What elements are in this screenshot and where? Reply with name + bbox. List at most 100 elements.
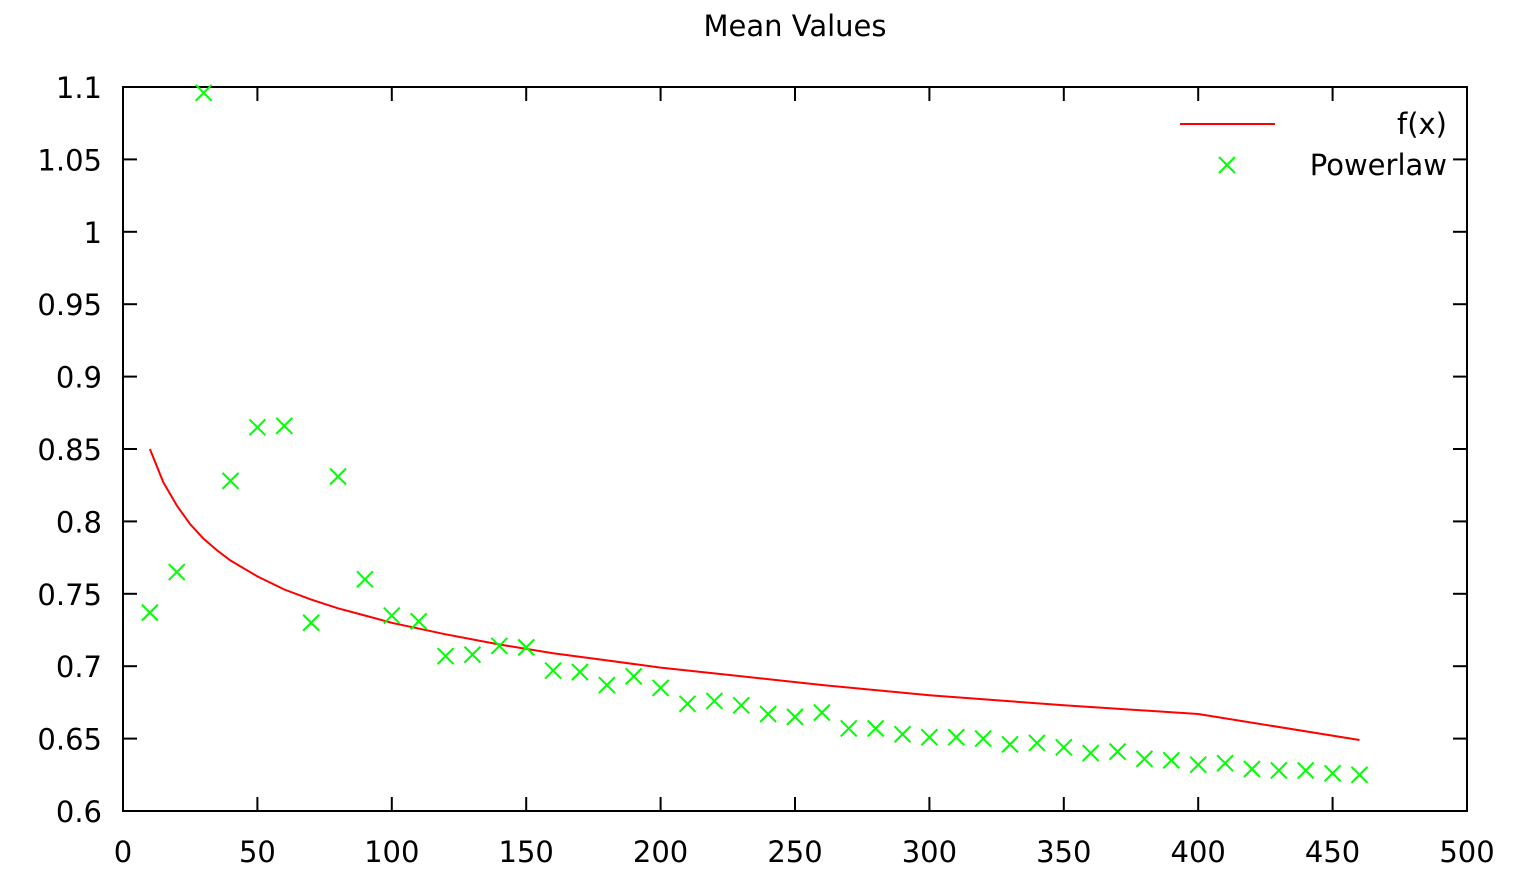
marker-stroke <box>920 728 939 746</box>
x-tick-label: 400 <box>1171 835 1226 869</box>
powerlaw-point <box>248 418 267 436</box>
y-tick-label: 0.6 <box>56 795 102 829</box>
y-tick-label: 0.8 <box>56 505 102 539</box>
marker-stroke <box>409 612 428 631</box>
powerlaw-point <box>1108 742 1127 761</box>
powerlaw-point <box>1297 761 1315 780</box>
y-tick-label: 0.9 <box>56 361 102 395</box>
marker-stroke <box>221 472 240 490</box>
marker-stroke <box>1216 754 1234 772</box>
powerlaw-point <box>813 703 831 722</box>
powerlaw-point <box>383 606 401 625</box>
x-tick-label: 50 <box>239 835 276 869</box>
x-tick-label: 500 <box>1439 835 1494 869</box>
axes: 0 50 100 150 200 250 300 350 400 450 500 0.6 0.65 0.7… <box>37 71 1494 869</box>
powerlaw-point <box>759 705 777 723</box>
marker-stroke <box>947 728 965 746</box>
powerlaw-point <box>490 637 509 655</box>
marker-stroke <box>1350 766 1369 784</box>
powerlaw-point <box>356 570 374 589</box>
powerlaw-point <box>1001 735 1019 754</box>
marker-stroke <box>356 570 374 589</box>
y-tick-label: 0.65 <box>37 723 102 757</box>
marker-stroke <box>1162 751 1181 770</box>
marker-stroke <box>840 719 858 738</box>
marker-stroke <box>436 647 455 665</box>
marker-stroke <box>517 638 535 657</box>
chart-title: Mean Values <box>704 9 887 43</box>
powerlaw-point <box>409 612 428 631</box>
marker-stroke <box>1081 744 1100 762</box>
powerlaw-point <box>221 472 240 490</box>
marker-stroke <box>1323 764 1342 783</box>
x-tick-label: 0 <box>114 835 132 869</box>
marker-stroke <box>1055 738 1073 756</box>
powerlaw-point <box>947 728 965 746</box>
y-tick-label: 1 <box>84 216 102 250</box>
powerlaw-point <box>1189 755 1207 774</box>
marker-stroke <box>759 705 777 723</box>
powerlaw-point <box>705 692 724 710</box>
powerlaw-point <box>571 663 589 681</box>
plot-border <box>122 86 1468 812</box>
legend-label-powerlaw: Powerlaw <box>1310 148 1447 182</box>
marker-stroke <box>463 645 482 664</box>
marker-stroke <box>1297 761 1315 780</box>
marker-stroke <box>1243 760 1261 778</box>
x-tick-label: 450 <box>1305 835 1360 869</box>
powerlaw-point <box>786 708 804 726</box>
marker-stroke <box>329 467 347 486</box>
x-tick-label: 200 <box>633 835 688 869</box>
marker-stroke <box>1001 735 1019 754</box>
powerlaw-point <box>840 719 858 738</box>
powerlaw-point <box>194 84 213 102</box>
marker-stroke <box>1270 761 1288 780</box>
point-series <box>141 84 1369 784</box>
marker-stroke <box>1135 750 1154 768</box>
marker-stroke <box>302 614 320 632</box>
x-tick-label: 300 <box>902 835 957 869</box>
marker-stroke <box>490 637 509 655</box>
marker-stroke <box>571 663 589 681</box>
marker-stroke <box>866 719 885 738</box>
marker-stroke <box>168 563 186 581</box>
marker-stroke <box>813 703 831 722</box>
powerlaw-point <box>1350 766 1369 784</box>
powerlaw-point <box>625 667 643 686</box>
marker-stroke <box>544 661 562 680</box>
marker-stroke <box>1189 755 1207 774</box>
powerlaw-point <box>463 645 482 664</box>
powerlaw-point <box>974 729 992 748</box>
powerlaw-point <box>436 647 455 665</box>
powerlaw-point <box>1135 750 1154 768</box>
marker-stroke <box>705 692 724 710</box>
y-tick-label: 0.7 <box>56 650 102 684</box>
legend: f(x) Powerlaw <box>1180 107 1447 182</box>
powerlaw-point <box>732 696 750 715</box>
marker-stroke <box>248 418 267 436</box>
legend-point-sample <box>1218 156 1236 174</box>
powerlaw-point <box>168 563 186 581</box>
x-tick-label: 350 <box>1036 835 1091 869</box>
powerlaw-point <box>598 676 616 694</box>
marker-stroke <box>625 667 643 686</box>
powerlaw-point <box>893 725 912 743</box>
powerlaw-point <box>302 614 320 632</box>
powerlaw-point <box>866 719 885 738</box>
powerlaw-point <box>1243 760 1261 778</box>
x-tick-label: 150 <box>499 835 554 869</box>
line-series <box>148 448 1360 741</box>
marker-stroke <box>383 606 401 625</box>
marker-stroke <box>651 679 670 697</box>
marker-stroke <box>141 603 159 622</box>
powerlaw-point <box>141 603 159 622</box>
x-tick-label: 250 <box>767 835 822 869</box>
powerlaw-point <box>275 417 293 435</box>
y-tick-label: 1.1 <box>56 71 102 105</box>
powerlaw-point <box>1081 744 1100 762</box>
marker-stroke <box>194 84 213 102</box>
powerlaw-point <box>651 679 670 697</box>
powerlaw-point <box>1216 754 1234 772</box>
powerlaw-point <box>678 695 697 713</box>
